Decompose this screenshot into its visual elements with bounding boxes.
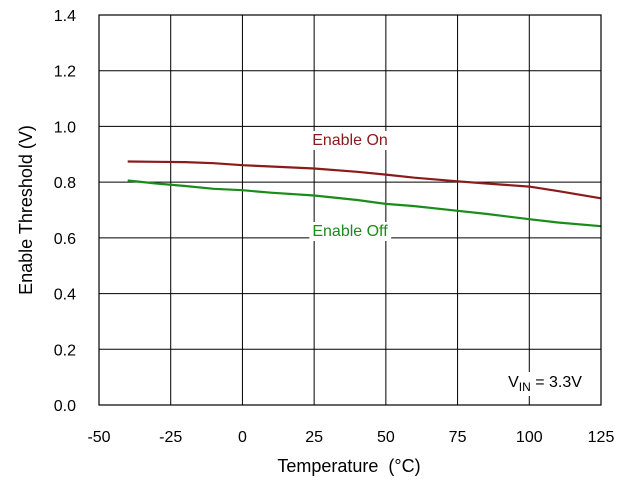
series-label-background bbox=[309, 131, 391, 150]
plot-frame bbox=[98, 14, 602, 406]
y-tick-label: 0.8 bbox=[54, 175, 76, 192]
vin-annotation-main: V bbox=[508, 374, 519, 391]
series-label-enable-off: Enable Off bbox=[312, 223, 388, 240]
vin-annotation-rest: = 3.3V bbox=[531, 374, 582, 391]
x-tick-label: 125 bbox=[588, 429, 615, 446]
annotation-background bbox=[504, 372, 587, 396]
series-line-enable-on bbox=[127, 160, 602, 200]
series-line-enable-off bbox=[127, 179, 602, 228]
vin-annotation: VIN = 3.3V bbox=[508, 374, 582, 394]
series-label-background bbox=[309, 222, 392, 241]
y-axis-title: Enable Threshold (V) bbox=[16, 125, 36, 295]
x-axis-title: Temperature (°C) bbox=[277, 456, 420, 476]
y-tick-label: 0.2 bbox=[54, 342, 76, 359]
series-label-enable-on: Enable On bbox=[312, 132, 388, 149]
y-tick-label: 1.0 bbox=[54, 119, 76, 136]
x-tick-label: 25 bbox=[305, 429, 323, 446]
x-tick-label: 75 bbox=[449, 429, 467, 446]
x-tick-label: -50 bbox=[87, 429, 110, 446]
x-tick-label: 100 bbox=[516, 429, 543, 446]
x-tick-label: -25 bbox=[159, 429, 182, 446]
x-tick-label: 50 bbox=[377, 429, 395, 446]
y-tick-label: 0.0 bbox=[54, 398, 76, 415]
y-tick-labels: 0.0 0.2 0.4 0.6 0.8 1.0 1.2 1.4 bbox=[54, 8, 76, 415]
vin-annotation-sub: IN bbox=[519, 380, 531, 394]
y-tick-label: 0.4 bbox=[54, 287, 76, 304]
y-tick-label: 1.4 bbox=[54, 8, 76, 25]
x-tick-label: 0 bbox=[238, 429, 247, 446]
grid bbox=[98, 14, 602, 406]
x-tick-labels: -50 -25 0 25 50 75 100 125 bbox=[87, 429, 614, 446]
y-tick-label: 0.6 bbox=[54, 231, 76, 248]
series-lines bbox=[127, 160, 602, 228]
y-tick-label: 1.2 bbox=[54, 64, 76, 81]
